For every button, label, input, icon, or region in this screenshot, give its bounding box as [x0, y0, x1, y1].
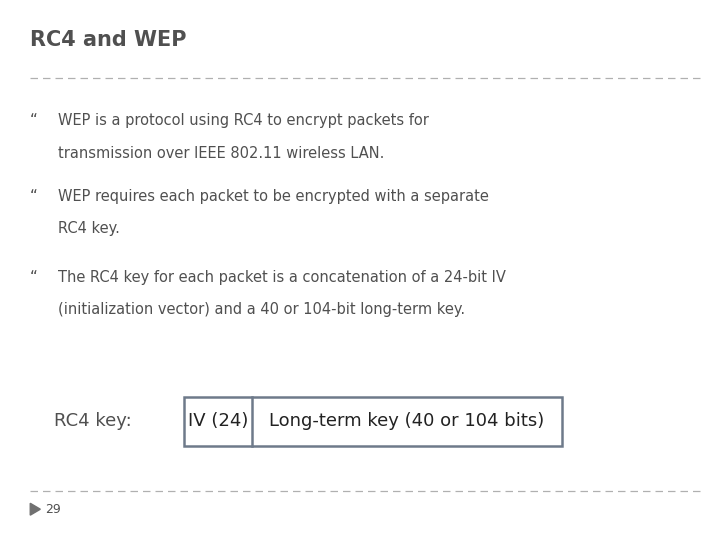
- Text: WEP requires each packet to be encrypted with a separate: WEP requires each packet to be encrypted…: [58, 189, 488, 204]
- Text: Long-term key (40 or 104 bits): Long-term key (40 or 104 bits): [269, 412, 544, 430]
- Text: RC4 key.: RC4 key.: [58, 221, 120, 237]
- Text: The RC4 key for each packet is a concatenation of a 24-bit IV: The RC4 key for each packet is a concate…: [58, 270, 505, 285]
- Polygon shape: [30, 503, 40, 515]
- Text: “: “: [30, 270, 38, 285]
- Text: “: “: [30, 113, 38, 129]
- Text: transmission over IEEE 802.11 wireless LAN.: transmission over IEEE 802.11 wireless L…: [58, 146, 384, 161]
- Bar: [184, 397, 562, 445]
- Text: RC4 and WEP: RC4 and WEP: [30, 30, 186, 50]
- Text: (initialization vector) and a 40 or 104-bit long-term key.: (initialization vector) and a 40 or 104-…: [58, 302, 464, 318]
- Text: IV (24): IV (24): [188, 412, 248, 430]
- Text: 29: 29: [45, 503, 60, 516]
- Text: RC4 key:: RC4 key:: [54, 412, 132, 430]
- Text: “: “: [30, 189, 38, 204]
- Text: WEP is a protocol using RC4 to encrypt packets for: WEP is a protocol using RC4 to encrypt p…: [58, 113, 428, 129]
